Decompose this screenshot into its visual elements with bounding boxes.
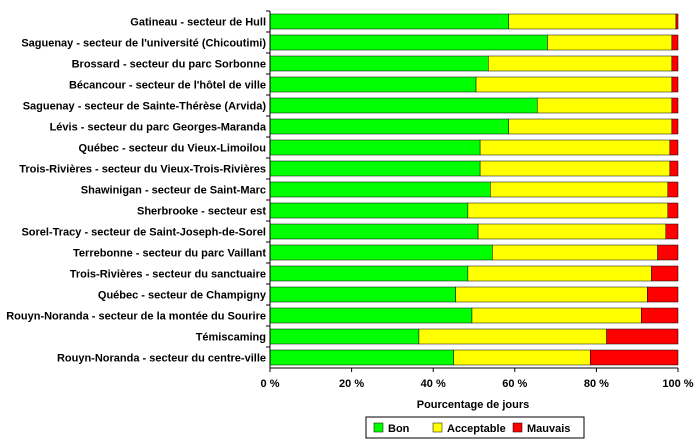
bar-segment-mauvais-10 xyxy=(665,223,679,240)
bar-segment-mauvais-14 xyxy=(641,307,679,324)
bar-segment-bon-8 xyxy=(269,181,491,198)
category-labels: Gatineau - secteur de Hull Saguenay - sec… xyxy=(6,17,267,365)
bar-segment-mauvais-3 xyxy=(671,76,679,93)
bar-segment-bon-0 xyxy=(269,13,509,30)
category-label: Sherbrooke - secteur est xyxy=(137,206,266,218)
bar-segment-bon-6 xyxy=(269,139,481,156)
x-tick-label: 0 % xyxy=(261,378,280,390)
bar-segment-acceptable-3 xyxy=(475,76,673,93)
bar-segment-bon-14 xyxy=(269,307,473,324)
x-axis-title: Pourcentage de jours xyxy=(417,399,529,411)
category-label: Bécancour - secteur de l'hôtel de ville xyxy=(69,80,266,92)
category-label: Terrebonne - secteur du parc Vaillant xyxy=(73,248,266,260)
bar-segment-bon-4 xyxy=(269,97,538,114)
bar-segment-acceptable-11 xyxy=(492,244,658,261)
x-tick-label: 80 % xyxy=(584,378,609,390)
x-tick-label: 100 % xyxy=(662,378,693,390)
bar-segment-acceptable-5 xyxy=(508,118,673,135)
legend-swatch-acceptable xyxy=(432,422,443,433)
bar-segment-acceptable-16 xyxy=(453,349,591,366)
category-label: Saguenay - secteur de l'université (Chic… xyxy=(21,38,266,50)
bar-segment-acceptable-6 xyxy=(479,139,671,156)
category-label: Brossard - secteur du parc Sorbonne xyxy=(72,59,266,71)
bar-segment-mauvais-8 xyxy=(667,181,679,198)
bar-segment-acceptable-12 xyxy=(467,265,652,282)
x-tick-label: 60 % xyxy=(502,378,527,390)
bar-segment-bon-12 xyxy=(269,265,469,282)
category-label: Trois-Rivières - secteur du Vieux-Trois-… xyxy=(19,164,266,176)
bar-segment-mauvais-0 xyxy=(675,13,679,30)
category-label: Lévis - secteur du parc Georges-Maranda xyxy=(50,122,267,134)
category-label: Saguenay - secteur de Sainte-Thérèse (Ar… xyxy=(23,101,267,113)
bar-segment-mauvais-13 xyxy=(647,286,679,303)
bar-segment-mauvais-16 xyxy=(590,349,679,366)
bar-segment-bon-10 xyxy=(269,223,479,240)
bar-segment-acceptable-1 xyxy=(547,34,673,51)
bars-group xyxy=(269,13,679,366)
x-axis: 0 % 20 % 40 % 60 % 80 % 100 % xyxy=(261,10,694,390)
bar-segment-bon-2 xyxy=(269,55,489,72)
bar-segment-bon-16 xyxy=(269,349,454,366)
category-label: Québec - secteur de Champigny xyxy=(98,290,267,302)
category-label: Québec - secteur du Vieux-Limoilou xyxy=(79,143,266,155)
legend-label-bon: Bon xyxy=(388,423,410,435)
bar-segment-bon-1 xyxy=(269,34,548,51)
bar-segment-acceptable-4 xyxy=(536,97,673,114)
bar-segment-acceptable-15 xyxy=(418,328,607,345)
bar-segment-acceptable-14 xyxy=(471,307,642,324)
bar-segment-mauvais-6 xyxy=(669,139,679,156)
category-label: Rouyn-Noranda - secteur du centre-ville xyxy=(57,353,266,365)
bar-segment-mauvais-9 xyxy=(667,202,679,219)
bar-segment-acceptable-10 xyxy=(477,223,667,240)
bar-segment-acceptable-7 xyxy=(479,160,671,177)
bar-segment-bon-3 xyxy=(269,76,477,93)
category-label: Sorel-Tracy - secteur de Saint-Joseph-de… xyxy=(21,227,266,239)
legend: Bon Acceptable Mauvais xyxy=(365,416,585,439)
bar-segment-acceptable-0 xyxy=(508,13,677,30)
bar-segment-acceptable-2 xyxy=(488,55,673,72)
legend-box xyxy=(365,416,585,439)
bar-segment-bon-15 xyxy=(269,328,420,345)
bar-segment-acceptable-13 xyxy=(455,286,648,303)
legend-label-acceptable: Acceptable xyxy=(447,423,506,435)
bar-segment-mauvais-11 xyxy=(657,244,679,261)
x-tick-label: 40 % xyxy=(421,378,446,390)
bar-segment-bon-11 xyxy=(269,244,493,261)
bar-segment-bon-9 xyxy=(269,202,469,219)
legend-label-mauvais: Mauvais xyxy=(527,423,570,435)
bar-segment-mauvais-4 xyxy=(671,97,679,114)
category-label: Rouyn-Noranda - secteur de la montée du … xyxy=(6,311,266,323)
bar-segment-mauvais-7 xyxy=(669,160,679,177)
bar-segment-mauvais-15 xyxy=(606,328,679,345)
legend-swatch-mauvais xyxy=(512,422,523,433)
bar-segment-acceptable-8 xyxy=(490,181,669,198)
category-label: Trois-Rivières - secteur du sanctuaire xyxy=(70,269,266,281)
category-label: Témiscaming xyxy=(196,332,266,344)
bar-segment-mauvais-5 xyxy=(671,118,679,135)
category-label: Gatineau - secteur de Hull xyxy=(130,17,266,29)
legend-swatch-bon xyxy=(373,422,384,433)
x-tick-label: 20 % xyxy=(339,378,364,390)
bar-segment-mauvais-1 xyxy=(671,34,679,51)
bar-segment-acceptable-9 xyxy=(467,202,669,219)
category-label: Shawinigan - secteur de Saint-Marc xyxy=(81,185,266,197)
bar-segment-bon-5 xyxy=(269,118,509,135)
bar-segment-mauvais-12 xyxy=(651,265,679,282)
bar-segment-bon-7 xyxy=(269,160,481,177)
bar-segment-bon-13 xyxy=(269,286,456,303)
bar-segment-mauvais-2 xyxy=(671,55,679,72)
